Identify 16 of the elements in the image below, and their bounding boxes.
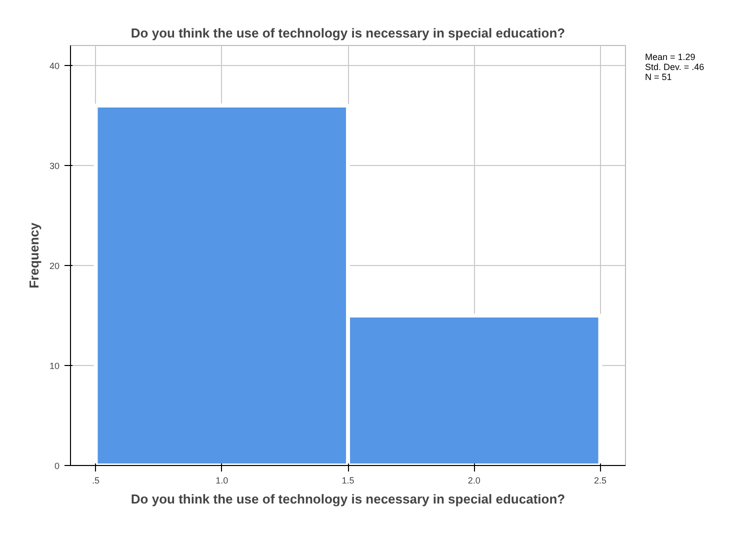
y-tick-label: 40 <box>49 61 60 71</box>
y-tick-label: 30 <box>49 161 60 171</box>
text: N = 51 <box>645 72 672 82</box>
x-tick-label: 1.5 <box>342 476 354 486</box>
x-tick-label: 1.0 <box>216 476 228 486</box>
y-axis-title: Frequency <box>26 222 42 288</box>
y-tick-label: 20 <box>49 261 60 271</box>
y-tick-label: 0 <box>54 461 60 471</box>
x-tick-label: 2.0 <box>468 476 480 486</box>
x-tick-label: .5 <box>92 476 100 486</box>
text: Mean = 1.29 <box>645 52 696 62</box>
text: Std. Dev. = .46 <box>645 62 704 72</box>
x-axis-title: Do you think the use of technology is necessary in special education? <box>130 492 566 506</box>
x-tick-label: 2.5 <box>594 476 607 486</box>
chart-title: Do you think the use of technology is necessary in special education? <box>130 26 566 40</box>
y-tick-label: 10 <box>49 361 60 371</box>
